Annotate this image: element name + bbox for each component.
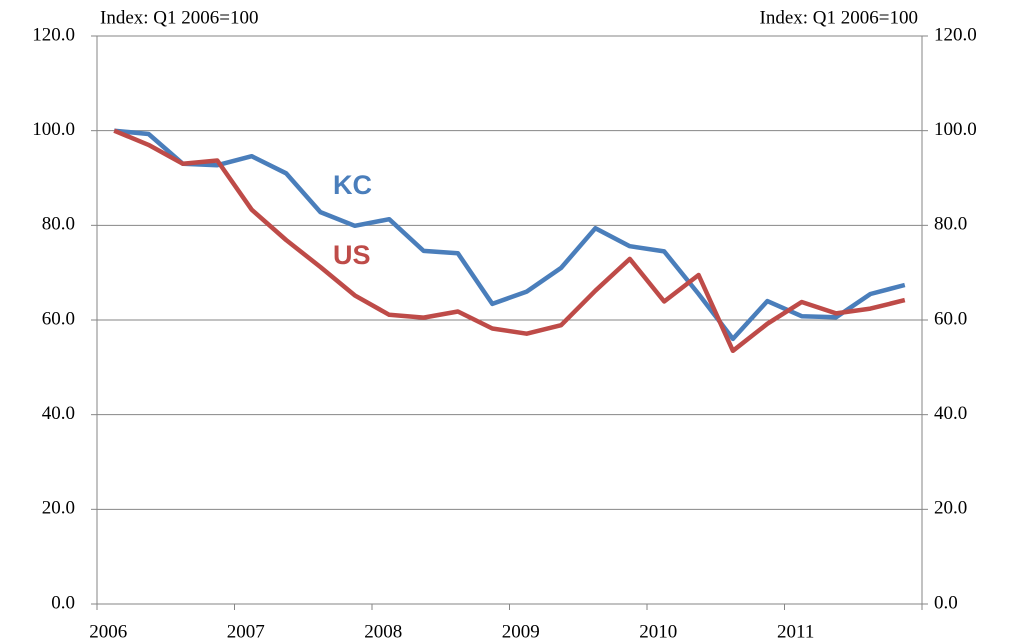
- x-tick-label: 2008: [364, 621, 402, 642]
- x-tick-label: 2011: [777, 621, 814, 642]
- x-tick-label: 2006: [89, 621, 127, 642]
- series-label: KC: [333, 170, 372, 200]
- y-tick-label: 0.0: [51, 592, 75, 613]
- y-tick-label: 80.0: [42, 214, 75, 235]
- y2-axis-label: Index: Q1 2006=100: [760, 7, 918, 28]
- y-tick-label: 60.0: [42, 308, 75, 329]
- y2-tick-label: 80.0: [934, 214, 967, 235]
- y2-tick-label: 40.0: [934, 403, 967, 424]
- x-tick-label: 2010: [639, 621, 677, 642]
- series-label: US: [333, 240, 371, 270]
- y-axis-label: Index: Q1 2006=100: [100, 7, 258, 28]
- y2-tick-label: 20.0: [934, 498, 967, 519]
- y2-tick-label: 60.0: [934, 308, 967, 329]
- x-tick-label: 2007: [227, 621, 265, 642]
- y-tick-label: 120.0: [32, 24, 75, 45]
- y-tick-label: 20.0: [42, 498, 75, 519]
- y-tick-label: 100.0: [32, 119, 75, 140]
- y2-tick-label: 0.0: [934, 592, 958, 613]
- series-line: [113, 128, 906, 354]
- x-tick-label: 2009: [502, 621, 540, 642]
- y2-tick-label: 100.0: [934, 119, 977, 140]
- y-tick-label: 40.0: [42, 403, 75, 424]
- series-line: [113, 128, 906, 342]
- y2-tick-label: 120.0: [934, 24, 977, 45]
